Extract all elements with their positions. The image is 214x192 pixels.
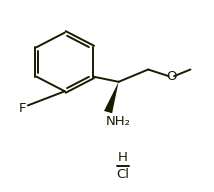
Text: NH₂: NH₂ <box>106 115 131 128</box>
Text: O: O <box>166 70 177 83</box>
Text: F: F <box>19 102 26 115</box>
Text: Cl: Cl <box>116 168 129 181</box>
Text: H: H <box>118 151 128 164</box>
Polygon shape <box>104 82 119 113</box>
